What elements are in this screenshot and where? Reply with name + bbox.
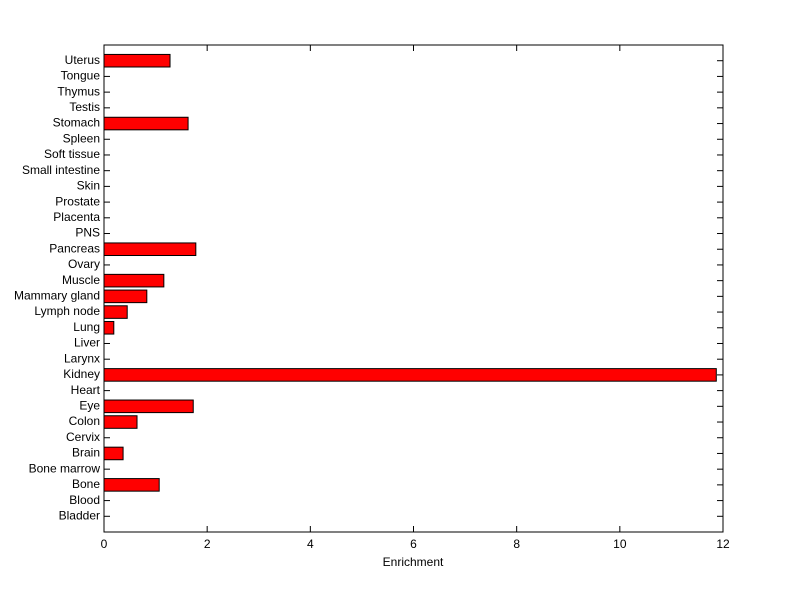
y-tick-label: Stomach — [53, 116, 100, 130]
x-tick-label: 12 — [716, 537, 730, 551]
y-tick-label: Eye — [79, 398, 100, 412]
x-tick-label: 2 — [204, 537, 211, 551]
y-tick-label: Uterus — [65, 53, 100, 67]
y-tick-label: Tongue — [61, 69, 101, 83]
y-tick-label: Soft tissue — [44, 147, 100, 161]
bar — [103, 320, 115, 335]
bar — [103, 415, 138, 429]
y-tick-label: Ovary — [68, 257, 100, 271]
y-tick-label: PNS — [75, 226, 100, 240]
y-tick-label: Cervix — [66, 430, 100, 444]
y-tick-label: Prostate — [55, 194, 100, 208]
bar — [103, 116, 189, 131]
bar — [103, 273, 165, 288]
y-tick-label: Lung — [73, 320, 100, 334]
y-tick-label: Blood — [69, 493, 100, 507]
bar — [103, 399, 194, 414]
bar — [103, 368, 717, 382]
x-tick-label: 10 — [613, 537, 627, 551]
y-tick-label: Thymus — [57, 84, 100, 98]
y-tick-label: Testis — [69, 100, 100, 114]
y-tick-label: Spleen — [63, 131, 100, 145]
y-tick-label: Muscle — [62, 273, 100, 287]
y-tick-label: Skin — [77, 179, 100, 193]
bar — [103, 478, 160, 492]
bar — [103, 305, 128, 319]
y-tick-label: Small intestine — [22, 163, 100, 177]
x-tick-label: 4 — [307, 537, 314, 551]
bar — [103, 53, 171, 68]
y-tick-label: Colon — [69, 414, 100, 428]
y-tick-label: Larynx — [64, 351, 100, 365]
bar — [103, 446, 124, 461]
y-tick-label: Bladder — [59, 508, 100, 522]
bar — [103, 242, 197, 257]
y-tick-label: Bone marrow — [29, 461, 101, 475]
x-tick-label: 6 — [410, 537, 417, 551]
y-tick-label: Bone — [72, 477, 100, 491]
y-tick-label: Kidney — [63, 367, 100, 381]
y-tick-label: Heart — [71, 383, 101, 397]
y-tick-label: Placenta — [53, 210, 100, 224]
x-axis-label: Enrichment — [383, 555, 444, 569]
x-tick-label: 8 — [513, 537, 520, 551]
y-tick-label: Liver — [74, 336, 100, 350]
y-tick-label: Brain — [72, 446, 100, 460]
y-tick-label: Lymph node — [34, 304, 100, 318]
bar — [103, 289, 148, 304]
plot-frame — [103, 44, 724, 533]
y-tick-label: Pancreas — [49, 241, 100, 255]
x-tick-label: 0 — [101, 537, 108, 551]
y-tick-label: Mammary gland — [14, 289, 100, 303]
